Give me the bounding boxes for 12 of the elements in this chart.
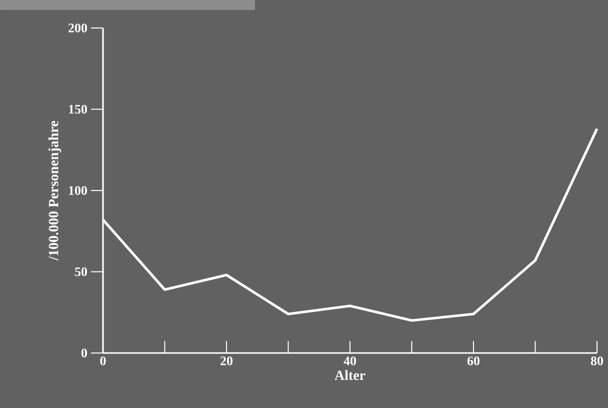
x-tick-label: 40	[344, 356, 356, 366]
y-tick-label: 50	[74, 267, 87, 276]
x-axis-title: Alter	[334, 370, 366, 380]
y-tick-label: 0	[81, 348, 87, 358]
y-tick-label: 150	[69, 104, 87, 114]
x-tick-label: 0	[100, 356, 106, 366]
y-tick-label: 200	[68, 24, 87, 32]
y-tick-label: 100	[69, 186, 87, 195]
y-axis-title: /100.000 Personenjahre	[48, 120, 62, 261]
x-tick-label: 80	[590, 356, 604, 366]
x-tick-label: 60	[467, 356, 480, 366]
x-tick-label: 20	[220, 356, 233, 366]
